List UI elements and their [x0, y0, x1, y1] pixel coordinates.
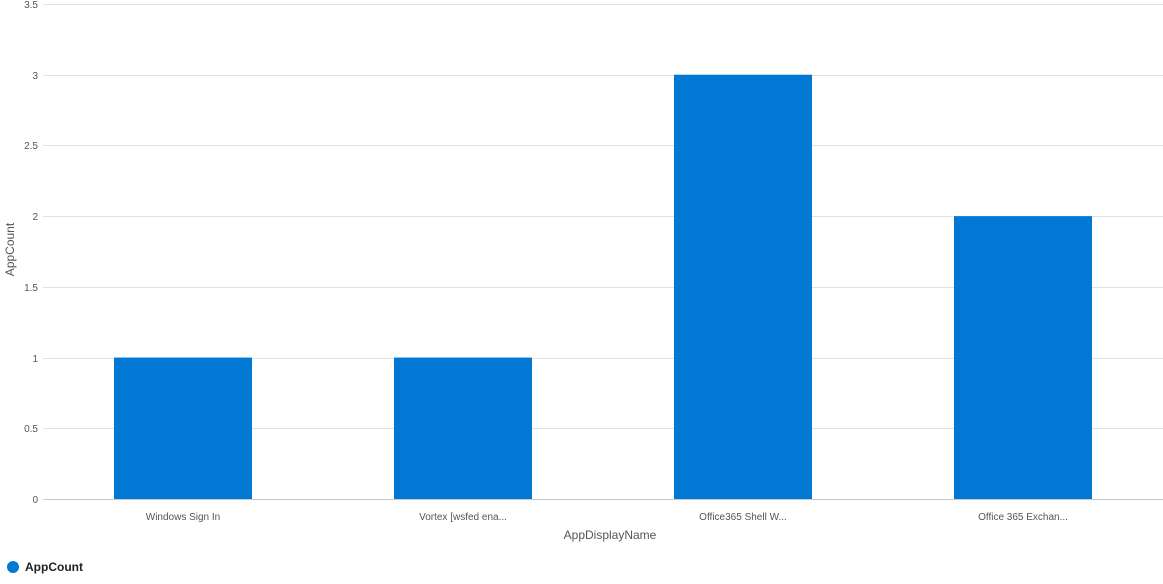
y-tick-label: 2: [32, 212, 38, 223]
bar[interactable]: [674, 74, 812, 499]
x-axis-title: AppDisplayName: [564, 528, 657, 542]
x-tick-label: Windows Sign In: [146, 512, 220, 523]
x-tick-label: Vortex [wsfed ena...: [419, 512, 507, 523]
y-tick-label: 2.5: [24, 141, 38, 152]
y-tick-labels: 0 0.5 1 1.5 2 2.5 3 3.5: [24, 0, 38, 506]
bar[interactable]: [394, 357, 532, 499]
legend-label: AppCount: [25, 560, 83, 574]
y-tick-label: 3: [32, 71, 38, 82]
y-axis-title: AppCount: [3, 222, 17, 276]
x-tick-label: Office365 Shell W...: [699, 512, 787, 523]
y-tick-label: 1.5: [24, 283, 38, 294]
y-tick-label: 1: [32, 354, 38, 365]
bar[interactable]: [114, 357, 252, 499]
y-tick-label: 3.5: [24, 0, 38, 11]
y-tick-label: 0.5: [24, 424, 38, 435]
x-tick-label: Office 365 Exchan...: [978, 512, 1068, 523]
legend-swatch-icon: [7, 561, 19, 573]
bars: [114, 74, 1092, 499]
y-tick-label: 0: [32, 495, 38, 506]
x-tick-labels: Windows Sign In Vortex [wsfed ena... Offic…: [146, 512, 1068, 523]
bar[interactable]: [954, 216, 1092, 499]
legend[interactable]: AppCount: [7, 560, 83, 574]
